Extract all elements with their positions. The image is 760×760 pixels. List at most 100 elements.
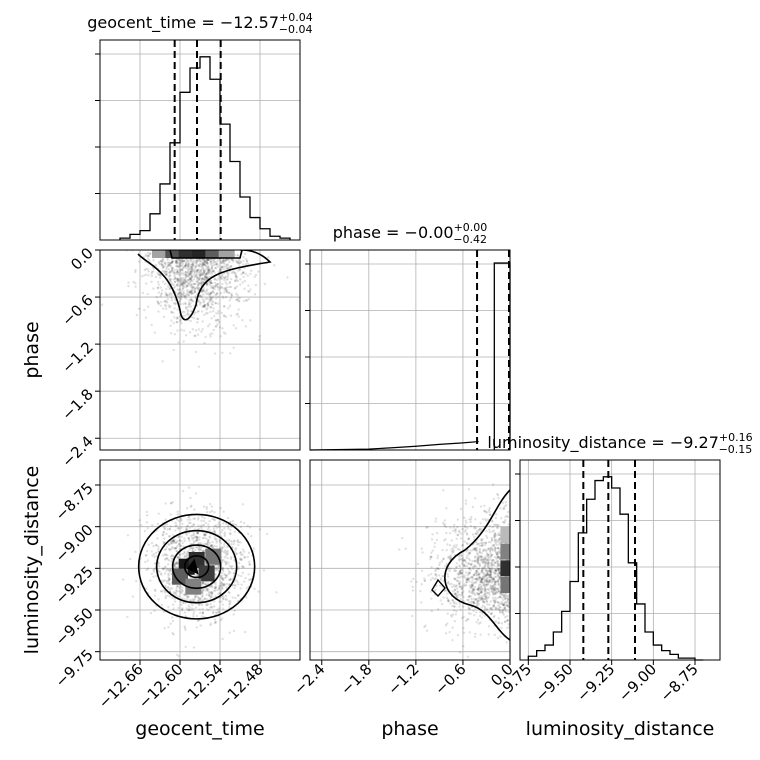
- scatter-point: [493, 539, 496, 543]
- scatter-point: [482, 578, 486, 581]
- scatter-point: [494, 570, 498, 573]
- scatter-point: [144, 267, 148, 270]
- scatter-point: [254, 283, 258, 287]
- scatter-point: [475, 611, 478, 614]
- scatter-point: [185, 280, 188, 284]
- scatter-point: [169, 278, 173, 281]
- scatter-point: [221, 566, 225, 570]
- scatter-point: [155, 543, 158, 547]
- scatter-point: [176, 270, 179, 274]
- scatter-point: [480, 606, 483, 609]
- scatter-point: [202, 519, 205, 523]
- scatter-point: [212, 518, 216, 521]
- scatter-point: [473, 525, 476, 528]
- scatter-point: [208, 281, 211, 284]
- scatter-point: [468, 631, 472, 634]
- scatter-point: [485, 573, 489, 577]
- scatter-point: [198, 598, 201, 601]
- scatter-point: [185, 533, 189, 536]
- scatter-point: [475, 569, 478, 572]
- scatter-point: [490, 566, 494, 569]
- scatter-point: [195, 260, 199, 264]
- scatter-point: [169, 555, 173, 558]
- scatter-point: [182, 302, 185, 306]
- scatter-point: [225, 286, 229, 289]
- scatter-point: [176, 294, 179, 297]
- scatter-point: [152, 568, 155, 572]
- scatter-point: [190, 276, 193, 279]
- scatter-point: [210, 505, 214, 508]
- scatter-point: [216, 568, 219, 571]
- scatter-point: [488, 591, 491, 594]
- scatter-point: [226, 271, 229, 274]
- scatter-point: [193, 287, 197, 291]
- scatter-point: [457, 573, 460, 576]
- scatter-point: [237, 574, 240, 577]
- scatter-point: [183, 282, 186, 285]
- scatter-point: [187, 609, 190, 612]
- scatter-point: [500, 517, 503, 520]
- scatter-point: [477, 592, 481, 596]
- scatter-point: [179, 544, 182, 547]
- scatter-point: [492, 599, 496, 603]
- scatter-point: [174, 302, 177, 305]
- scatter-point: [165, 556, 169, 560]
- scatter-point: [156, 300, 159, 303]
- scatter-point: [458, 565, 462, 568]
- scatter-point: [465, 550, 468, 553]
- scatter-point: [209, 622, 213, 625]
- scatter-point: [192, 536, 196, 539]
- scatter-point: [493, 571, 497, 575]
- scatter-point: [239, 268, 242, 272]
- scatter-point: [490, 561, 493, 565]
- scatter-point: [181, 310, 184, 313]
- scatter-point: [167, 563, 170, 566]
- scatter-point: [469, 585, 473, 589]
- scatter-point: [496, 563, 500, 566]
- scatter-point: [244, 262, 248, 266]
- scatter-point: [204, 264, 208, 267]
- scatter-point: [170, 547, 173, 550]
- scatter-point: [486, 607, 489, 610]
- scatter-point: [161, 265, 164, 268]
- scatter-point: [492, 589, 496, 592]
- scatter-point: [488, 510, 491, 513]
- scatter-point: [205, 604, 209, 607]
- scatter-point: [178, 291, 181, 294]
- scatter-point: [504, 597, 507, 600]
- scatter-point: [177, 556, 180, 560]
- scatter-point: [173, 566, 176, 570]
- scatter-point: [199, 548, 203, 551]
- scatter-point: [173, 275, 176, 279]
- scatter-point: [478, 549, 481, 552]
- scatter-point: [466, 618, 469, 621]
- scatter-point: [213, 510, 216, 514]
- scatter-point: [191, 287, 194, 290]
- scatter-point: [170, 311, 173, 314]
- scatter-point: [228, 602, 231, 605]
- scatter-point: [187, 537, 191, 540]
- scatter-point: [224, 574, 227, 577]
- scatter-point: [411, 614, 414, 618]
- density-bin: [500, 543, 510, 560]
- scatter-point: [176, 270, 179, 274]
- scatter-point: [493, 614, 496, 618]
- scatter-point: [494, 569, 497, 573]
- scatter-point: [167, 579, 171, 583]
- scatter-point: [423, 579, 427, 583]
- scatter-point: [204, 291, 207, 294]
- scatter-point: [193, 269, 197, 273]
- scatter-point: [166, 301, 169, 304]
- scatter-point: [217, 521, 221, 524]
- scatter-point: [479, 578, 483, 582]
- scatter-point: [171, 269, 174, 272]
- scatter-point: [448, 631, 451, 634]
- scatter-point: [186, 271, 190, 274]
- scatter-point: [468, 566, 471, 570]
- scatter-point: [465, 581, 468, 584]
- scatter-point: [487, 625, 491, 628]
- scatter-point: [214, 573, 217, 576]
- scatter-point: [496, 526, 499, 530]
- scatter-point: [487, 540, 491, 544]
- scatter-point: [480, 598, 484, 602]
